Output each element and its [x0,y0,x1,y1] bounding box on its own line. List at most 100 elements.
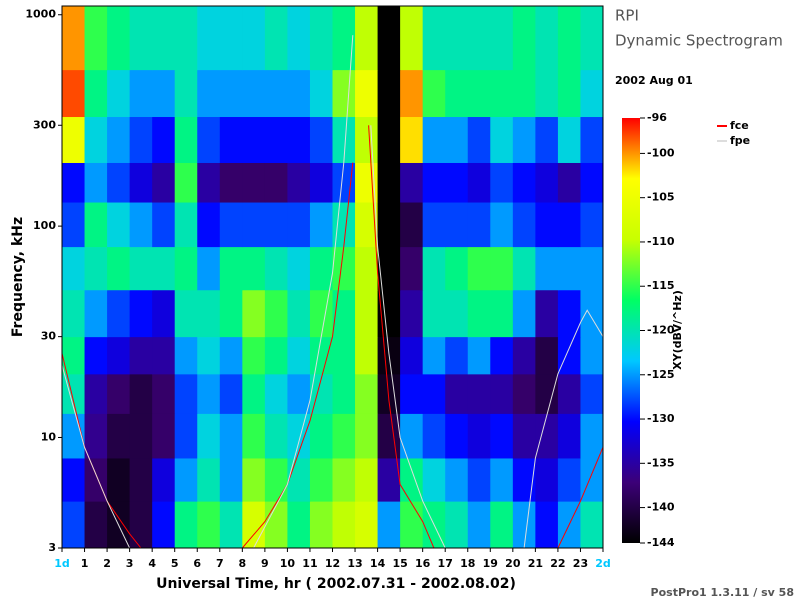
heatmap-cell [580,336,604,375]
heatmap-cell [242,289,266,338]
heatmap-cell [84,336,108,375]
heatmap-cell [197,457,221,502]
legend-label: fpe [730,134,750,147]
heatmap-cell [355,246,379,291]
heatmap-cell [422,246,446,291]
heatmap-cell [152,6,176,71]
heatmap-cell [107,413,131,459]
y-tick-label: 100 [33,219,56,232]
heatmap-cell [152,202,176,248]
heatmap-cell [84,289,108,338]
y-tick-label: 10 [41,430,57,443]
heatmap-cell [174,336,198,375]
heatmap-cell [467,162,491,203]
heatmap-cell [332,336,356,375]
heatmap-cell [129,69,153,118]
heatmap-cell [287,373,311,414]
heatmap-cell [84,6,108,71]
heatmap-cell [377,501,401,549]
heatmap-cell [512,413,536,459]
heatmap-cell [219,69,243,118]
heatmap-cell [309,69,333,118]
heatmap-cell [219,6,243,71]
heatmap-cell [152,501,176,549]
colorbar [622,118,640,543]
heatmap-cell [264,246,288,291]
heatmap-cell [129,202,153,248]
colorbar-tick-label: -96 [647,111,667,124]
heatmap-cell [152,457,176,502]
heatmap-cell [309,289,333,338]
chart-subtitle: Dynamic Spectrogram [615,32,783,50]
heatmap-cell [174,501,198,549]
colorbar-tick-label: -144 [647,536,675,549]
heatmap-cell [219,501,243,549]
heatmap-cell [264,202,288,248]
heatmap-cell [535,373,559,414]
heatmap-cell [152,162,176,203]
heatmap-cell [84,116,108,163]
heatmap-cell [422,289,446,338]
heatmap-cell [197,336,221,375]
heatmap-cell [62,457,86,502]
heatmap-cell [535,336,559,375]
heatmap-cell [355,457,379,502]
heatmap-cell [219,246,243,291]
heatmap-cell [287,289,311,338]
heatmap-cell [490,162,514,203]
x-tick-label: 21 [528,557,543,570]
heatmap-cell [512,501,536,549]
heatmap-cell [84,501,108,549]
heatmap-cell [400,289,424,338]
heatmap-cell [174,162,198,203]
heatmap-cell [422,202,446,248]
heatmap-cell [512,289,536,338]
heatmap-cell [242,246,266,291]
x-tick-label: 9 [261,557,269,570]
heatmap-cell [512,69,536,118]
colorbar-tick-label: -110 [647,235,675,248]
heatmap-cell [107,336,131,375]
heatmap-cell [467,202,491,248]
heatmap-cell [107,6,131,71]
line-fpe [61,35,604,549]
heatmap-cell [377,202,401,248]
heatmap-cell [535,457,559,502]
heatmap-cell [309,116,333,163]
heatmap-cell [287,6,311,71]
x-tick-label: 12 [325,557,340,570]
heatmap-cell [512,6,536,71]
heatmap-cell [174,6,198,71]
heatmap-cell [219,373,243,414]
heatmap-cell [174,373,198,414]
heatmap-cell [422,69,446,118]
heatmap-cell [490,289,514,338]
x-tick-label: 2 [103,557,111,570]
x-tick-label: 20 [505,557,521,570]
heatmap-cell [557,202,581,248]
heatmap-cell [355,289,379,338]
colorbar-label: XY(dBV/^Hz) [671,290,684,370]
heatmap-cell [287,116,311,163]
heatmap-cell [445,457,469,502]
heatmap-cell [445,116,469,163]
heatmap-cell [535,202,559,248]
heatmap-cell [219,162,243,203]
heatmap-cell [422,413,446,459]
heatmap-cell [129,289,153,338]
heatmap-cell [580,457,604,502]
heatmap-cell [62,289,86,338]
heatmap-cell [264,6,288,71]
heatmap-cell [309,457,333,502]
colorbar-tick-label: -135 [647,456,675,469]
heatmap-cell [512,162,536,203]
heatmap-cell [467,69,491,118]
heatmap [62,6,604,549]
heatmap-cell [557,289,581,338]
heatmap-cell [355,116,379,163]
colorbar-tick-label: -125 [647,368,675,381]
heatmap-cell [490,373,514,414]
heatmap-cell [242,116,266,163]
heatmap-cell [490,246,514,291]
heatmap-cell [129,246,153,291]
